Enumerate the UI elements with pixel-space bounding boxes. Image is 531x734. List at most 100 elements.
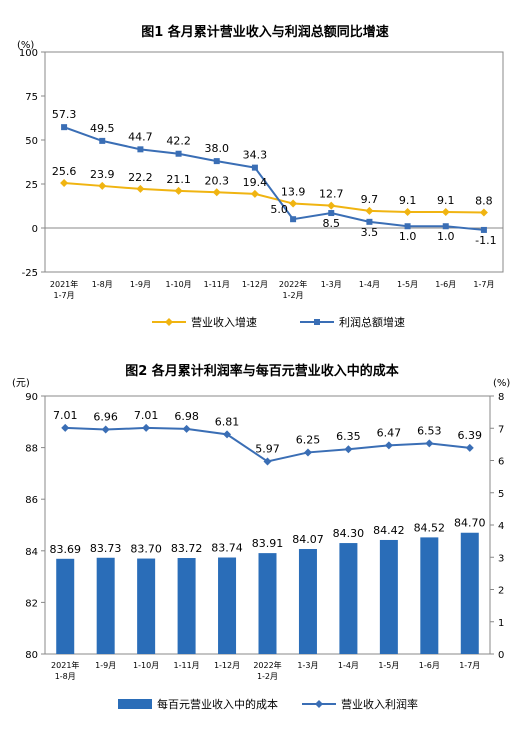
data-label: 8.5 [323, 217, 341, 230]
legend-marker-income [165, 318, 173, 326]
data-point [344, 445, 353, 454]
data-point [425, 439, 434, 448]
data-point [213, 158, 220, 165]
y-tick-label-right: 3 [498, 553, 504, 564]
bar-label: 83.70 [130, 543, 162, 556]
bar-label: 83.69 [49, 543, 81, 556]
legend-marker-cost [118, 699, 152, 709]
y-tick-label-right: 1 [498, 618, 504, 629]
data-label: 1.0 [437, 230, 455, 243]
data-point [142, 423, 151, 432]
data-point [327, 201, 336, 210]
y-axis-unit-right: (%) [493, 378, 510, 389]
data-point [137, 146, 144, 153]
x-tick-label: 1-12月 [214, 661, 240, 670]
x-tick-label: 1-6月 [435, 280, 456, 289]
plot-frame [44, 51, 504, 273]
data-point [404, 223, 411, 230]
data-point [251, 164, 258, 171]
data-label: 42.2 [166, 135, 191, 148]
y-tick-label: 0 [32, 224, 38, 235]
bar [258, 553, 277, 654]
chart-title: 图2 各月累计利润率与每百元营业收入中的成本 [125, 363, 399, 379]
data-label: 6.25 [296, 433, 321, 446]
data-point [441, 207, 450, 216]
data-label: 20.3 [205, 174, 230, 187]
data-point [250, 189, 259, 198]
data-point [60, 178, 69, 187]
data-point [479, 208, 488, 217]
bar [137, 558, 156, 654]
data-label: 34.3 [243, 149, 268, 162]
chart-title: 图1 各月累计营业收入与利润总额同比增速 [141, 24, 389, 40]
y-tick-label-left: 88 [25, 444, 38, 455]
x-tick-label: 1-9月 [95, 661, 116, 670]
data-point [289, 199, 298, 208]
bar-label: 84.42 [373, 524, 405, 537]
y-tick-label-right: 5 [498, 489, 504, 500]
legend-marker-margin [315, 700, 323, 708]
y-axis-unit: (%) [17, 40, 34, 51]
data-label: 21.1 [166, 173, 191, 186]
data-label: 6.53 [417, 424, 442, 437]
legend-marker-profit [314, 319, 320, 325]
data-label: 9.1 [399, 194, 417, 207]
bar [177, 558, 196, 654]
data-label: 9.7 [361, 193, 379, 206]
x-tick-label: 1-5月 [378, 661, 399, 670]
y-tick-label: -25 [22, 268, 38, 279]
data-point [263, 457, 272, 466]
data-point [61, 124, 68, 131]
x-tick-label: 1-10月 [166, 280, 192, 289]
data-point [442, 223, 449, 230]
y-tick-label-right: 4 [498, 521, 504, 532]
chart-profit-growth: 图1 各月累计营业收入与利润总额同比增速 (%) -25 0 25 50 75 100 2021… [17, 24, 504, 329]
data-label: 1.0 [399, 230, 417, 243]
data-label: 6.35 [336, 430, 361, 443]
data-label: 23.9 [90, 168, 115, 181]
y-tick-label-left: 90 [25, 392, 38, 403]
data-point [61, 423, 70, 432]
data-point [328, 210, 335, 217]
y-tick-label: 25 [25, 180, 38, 191]
data-label: 12.7 [319, 188, 344, 201]
data-point [480, 226, 487, 233]
x-tick-label: 1-12月 [242, 280, 268, 289]
bar [56, 558, 75, 654]
x-tick-label: 1-3月 [321, 280, 342, 289]
data-label: 6.98 [174, 410, 199, 423]
x-tick-label: 2022年 [279, 279, 307, 289]
data-label: 57.3 [52, 108, 77, 121]
bar-label: 84.30 [333, 527, 365, 540]
y-tick-label-right: 6 [498, 457, 504, 468]
data-label: 6.47 [377, 426, 402, 439]
x-tick-label: 1-7月 [54, 291, 75, 300]
series-line-1 [64, 181, 484, 214]
data-point [384, 441, 393, 450]
data-label: 19.4 [243, 176, 268, 189]
x-tick-label: 2022年 [253, 660, 281, 670]
bar [298, 548, 317, 654]
y-axis-unit-left: (元) [12, 378, 30, 389]
data-point [101, 425, 110, 434]
data-label: 22.2 [128, 171, 153, 184]
y-tick-label-right: 8 [498, 392, 504, 403]
y-tick-label-right: 0 [498, 650, 504, 661]
bar [460, 532, 479, 654]
x-tick-label: 1-2月 [283, 291, 304, 300]
x-tick-label: 2021年 [51, 660, 79, 670]
y-tick-label-left: 84 [25, 547, 38, 558]
y-tick-label: 75 [25, 92, 38, 103]
data-point [136, 184, 145, 193]
legend-label-income: 营业收入增速 [191, 315, 257, 329]
x-tick-label: 1-2月 [257, 672, 278, 681]
bar-label: 83.91 [252, 537, 284, 550]
x-tick-label: 2021年 [50, 279, 78, 289]
x-tick-label: 1-4月 [359, 280, 380, 289]
data-point [212, 188, 221, 197]
data-label: 44.7 [128, 130, 153, 143]
data-label: 38.0 [205, 142, 230, 155]
bar [420, 537, 439, 654]
data-label: 7.01 [134, 409, 159, 422]
data-point [98, 181, 107, 190]
